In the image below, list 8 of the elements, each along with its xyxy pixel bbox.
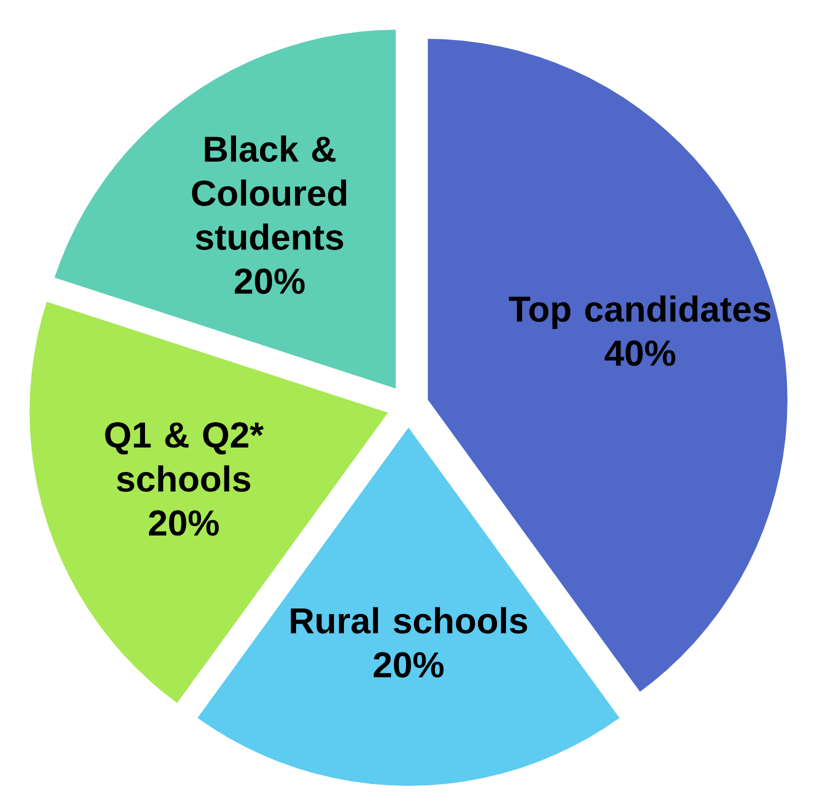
slice-label: Top candidates <box>508 295 770 330</box>
data-label: 20% <box>148 510 219 536</box>
data-label: 20% <box>234 268 305 294</box>
slice-label: Q1 & Q2* schools <box>105 422 264 492</box>
slice-label: Black & Coloured students <box>192 136 346 250</box>
data-label: 40% <box>604 340 676 366</box>
data-label: 20% <box>374 652 444 678</box>
slice-label: Rural schools <box>290 607 528 634</box>
